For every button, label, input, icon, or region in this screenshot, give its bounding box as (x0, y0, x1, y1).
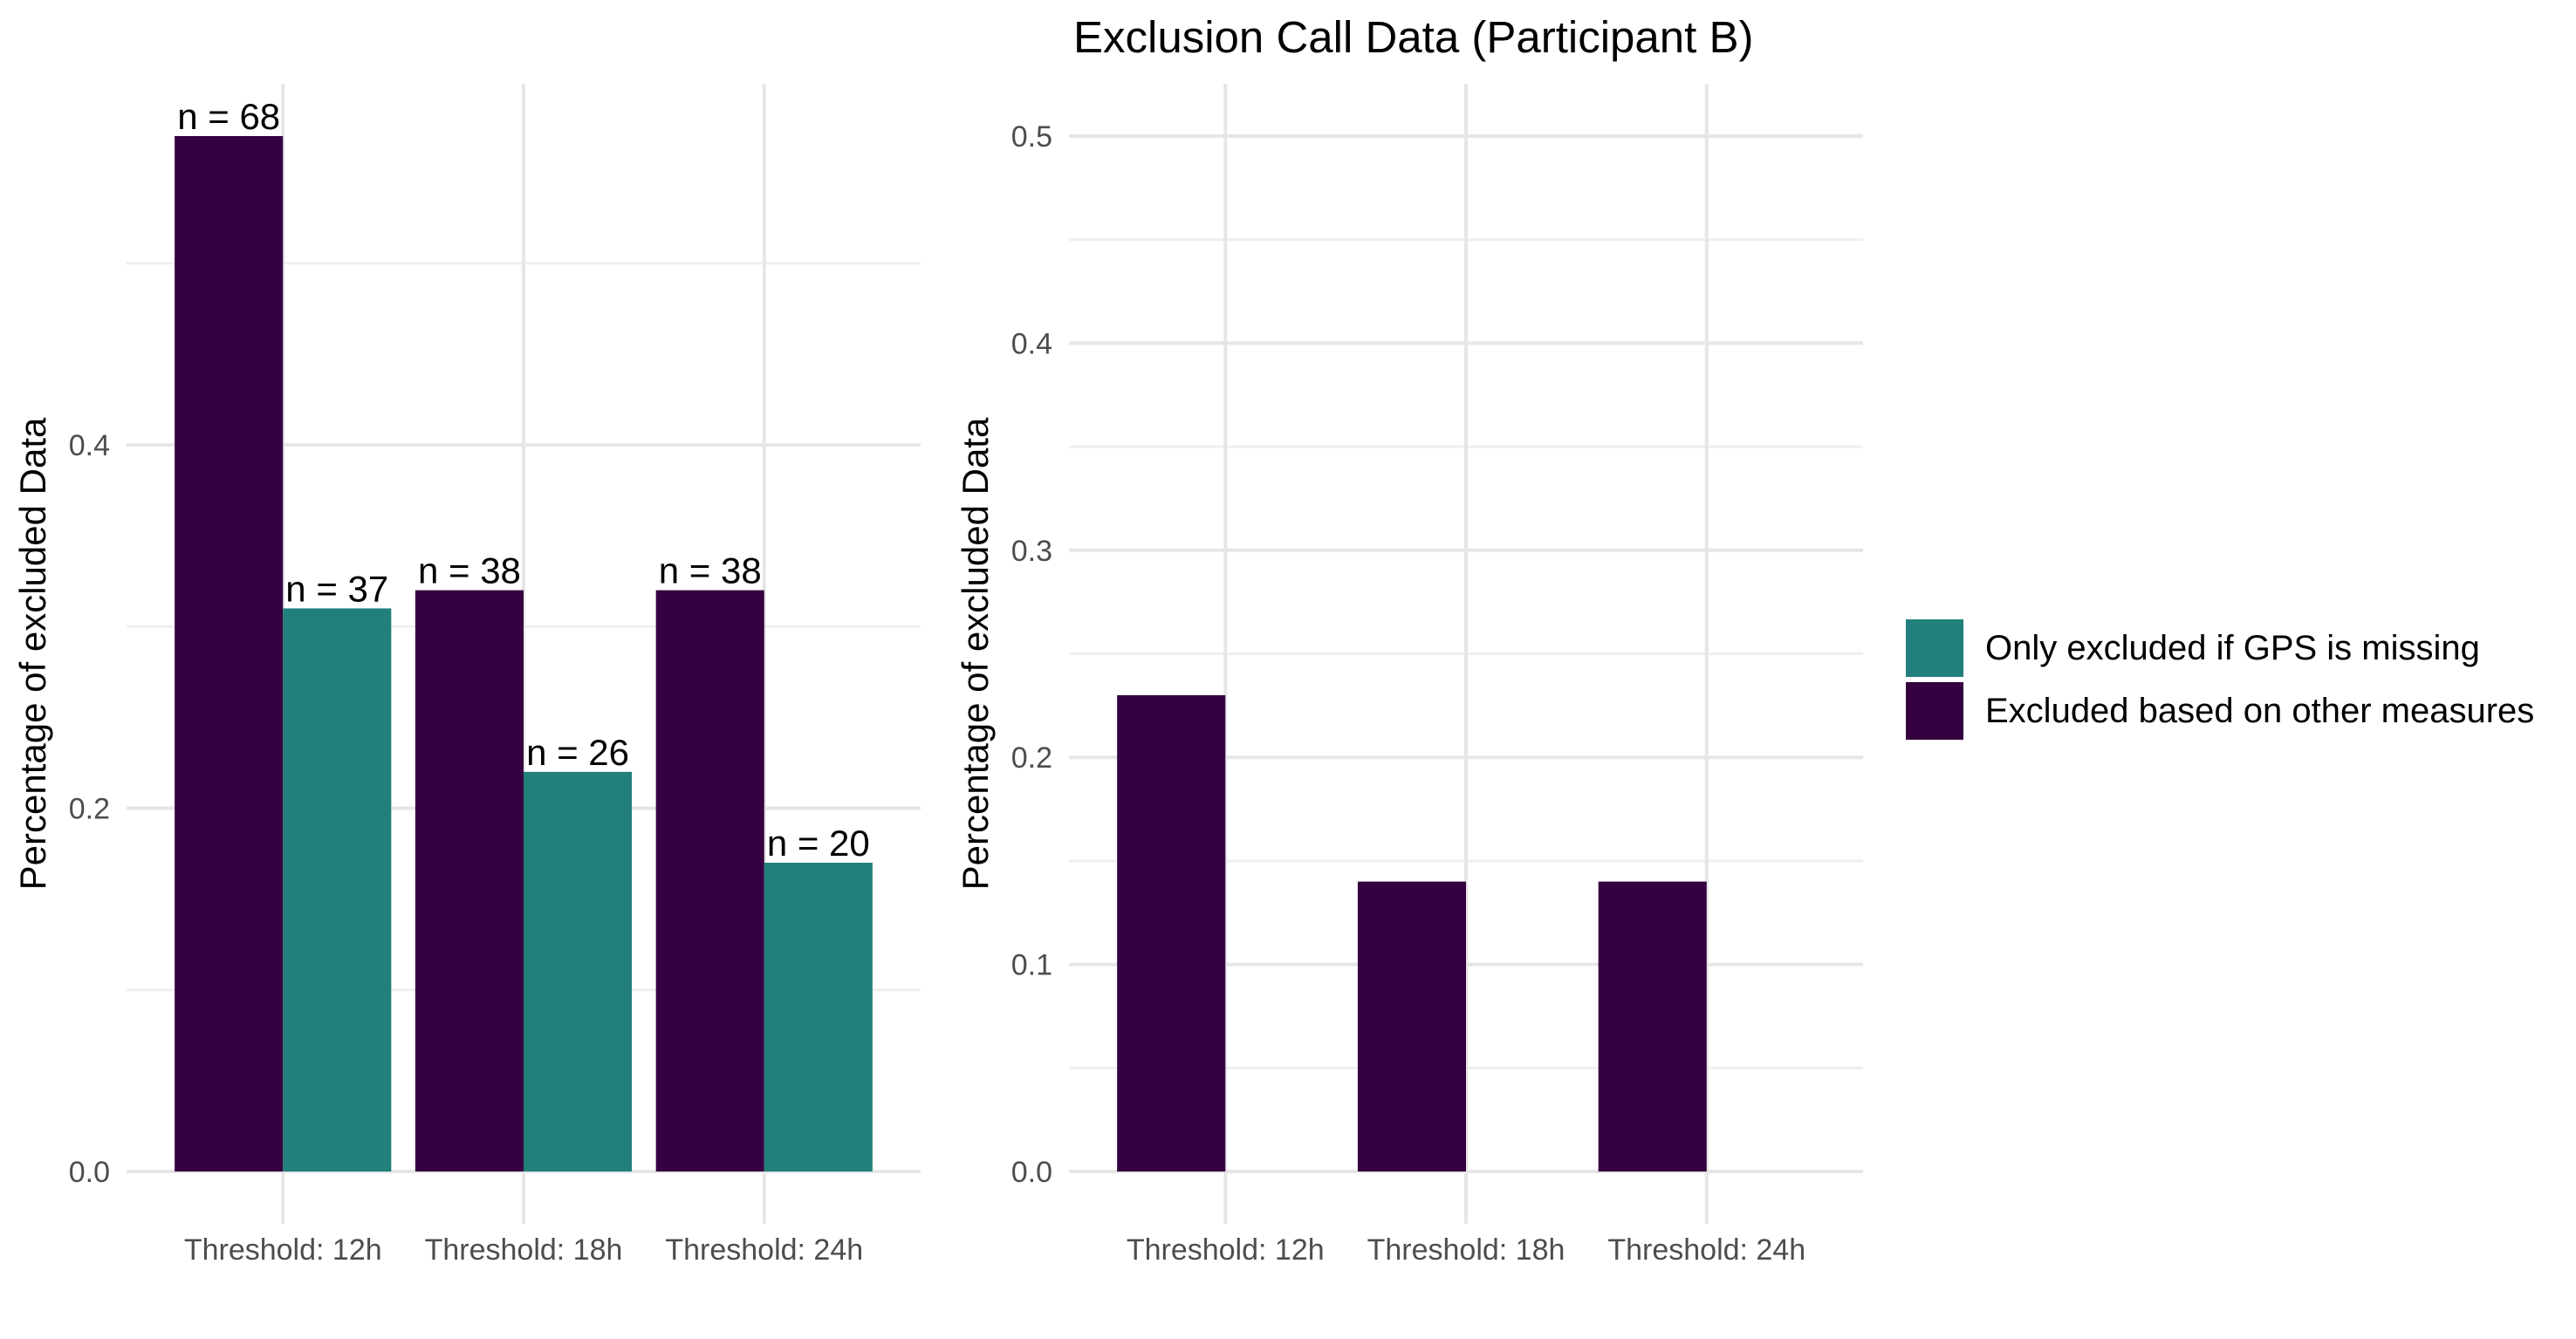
x-tick-label: Threshold: 12h (1127, 1233, 1325, 1267)
left-panel: 0.0 0.2 0.4 n = 68 n = 38 n = 38 n = 37 n = 26 n… (12, 84, 921, 1267)
bar (1598, 881, 1707, 1172)
y-tick-label: 0.1 (1011, 949, 1052, 982)
right-panel: 0.0 0.1 0.2 0.3 0.4 0.5 Threshold: 12h Threshol… (955, 12, 1863, 1267)
legend-label: Excluded based on other measures (1985, 692, 2534, 730)
bar (764, 862, 873, 1172)
y-tick-label: 0.4 (1011, 327, 1052, 360)
bar (655, 590, 764, 1172)
x-tick-label: Threshold: 24h (665, 1233, 863, 1267)
x-tick-label: Threshold: 12h (184, 1233, 382, 1267)
bar (283, 608, 392, 1172)
data-label: n = 68 (177, 96, 280, 137)
bar (1117, 694, 1226, 1172)
y-tick-label: 0.0 (69, 1156, 110, 1189)
data-label: n = 37 (285, 568, 388, 609)
y-tick-label: 0.0 (1011, 1156, 1052, 1189)
y-tick-label: 0.3 (1011, 535, 1052, 568)
y-axis-title: Percentage of excluded Data (12, 417, 53, 890)
x-tick-label: Threshold: 18h (1367, 1233, 1565, 1267)
legend: Only excluded if GPS is missing Excluded … (1906, 619, 2534, 740)
legend-label: Only excluded if GPS is missing (1985, 629, 2480, 667)
y-axis-title: Percentage of excluded Data (955, 417, 996, 890)
y-tick-label: 0.4 (69, 429, 110, 462)
x-tick-label: Threshold: 18h (425, 1233, 623, 1267)
y-tick-label: 0.2 (1011, 741, 1052, 775)
bar (524, 771, 633, 1172)
data-label: n = 38 (418, 550, 521, 591)
bar (414, 590, 524, 1172)
data-label: n = 38 (659, 550, 762, 591)
y-tick-label: 0.5 (1011, 120, 1052, 154)
legend-key (1906, 682, 1963, 740)
legend-key (1906, 619, 1963, 677)
chart-title: Exclusion Call Data (Participant B) (1073, 12, 1753, 62)
x-tick-label: Threshold: 24h (1607, 1233, 1805, 1267)
bar (1357, 881, 1466, 1172)
bar (175, 136, 284, 1172)
data-label: n = 20 (767, 823, 870, 864)
data-label: n = 26 (526, 732, 629, 773)
y-tick-label: 0.2 (69, 793, 110, 826)
